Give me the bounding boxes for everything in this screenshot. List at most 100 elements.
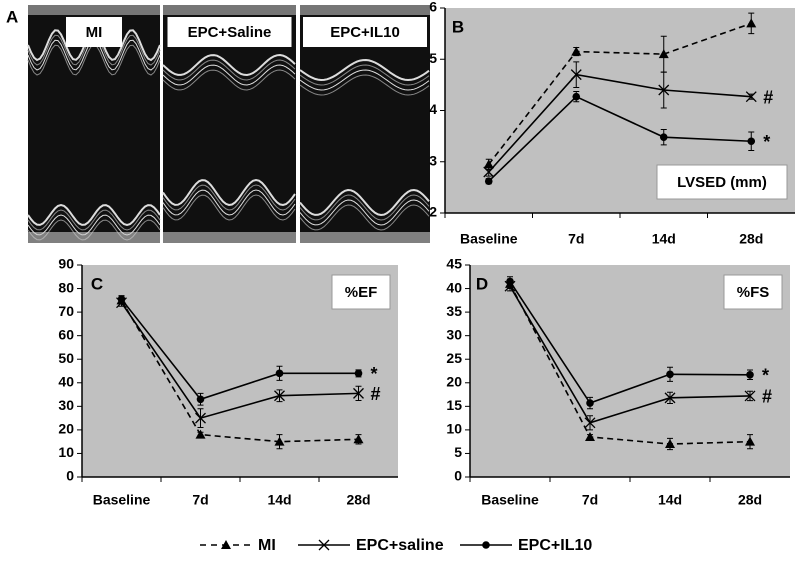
echo-band — [300, 232, 430, 243]
annotation: * — [763, 132, 770, 152]
marker — [658, 84, 670, 96]
marker — [664, 392, 676, 404]
y-tick-label: 30 — [446, 326, 462, 342]
x-tick-label: Baseline — [460, 231, 518, 247]
image-label-box — [66, 17, 122, 47]
legend-label: MI — [258, 537, 276, 554]
y-tick-label: 2 — [429, 204, 437, 220]
y-tick-label: 10 — [446, 421, 462, 437]
marker — [483, 166, 495, 178]
marker — [353, 387, 364, 399]
y-tick-label: 80 — [58, 279, 74, 295]
legend-label: EPC+IL10 — [518, 537, 592, 554]
echo-band — [163, 232, 296, 243]
series-line — [509, 283, 751, 445]
series-line — [488, 22, 752, 165]
marker — [745, 436, 755, 446]
y-tick-label: 5 — [429, 50, 437, 66]
panel-letter: B — [452, 17, 464, 36]
y-tick-label: 5 — [454, 444, 462, 460]
marker — [221, 540, 231, 549]
legend-label: EPC+saline — [356, 537, 444, 554]
marker — [482, 541, 490, 549]
echo-trace — [299, 204, 430, 231]
echo-trace — [27, 209, 161, 231]
label-box — [723, 274, 783, 310]
series-line — [120, 298, 359, 401]
echo-trace — [162, 59, 296, 81]
annotation: # — [763, 87, 773, 107]
echo-trace — [162, 184, 296, 211]
echo-trace — [299, 194, 430, 221]
marker — [318, 539, 330, 551]
marker — [745, 91, 757, 103]
marker — [275, 369, 284, 378]
series-line — [488, 95, 752, 182]
marker — [586, 399, 594, 407]
marker — [274, 390, 285, 402]
marker — [665, 439, 675, 449]
annotation: * — [762, 366, 769, 386]
legend: MI EPC+saline EPC+IL10 — [200, 537, 592, 554]
y-tick-label: 15 — [446, 397, 462, 413]
x-tick-label: 7d — [568, 231, 584, 247]
marker — [354, 369, 363, 378]
image-label-box — [303, 17, 427, 47]
y-tick-label: 25 — [446, 350, 462, 366]
image-label: EPC+IL10 — [330, 24, 400, 41]
marker — [746, 18, 757, 28]
y-tick-label: 3 — [429, 152, 437, 168]
chart-label: %EF — [345, 284, 378, 301]
echo-trace — [299, 58, 430, 82]
y-tick-label: 30 — [58, 397, 74, 413]
panel-letter: C — [91, 274, 103, 293]
marker — [659, 133, 668, 141]
marker — [570, 69, 582, 81]
marker — [572, 92, 581, 101]
x-tick-label: 14d — [652, 231, 676, 247]
marker — [747, 137, 756, 146]
chart-label: %FS — [737, 284, 770, 301]
y-tick-label: 40 — [446, 279, 462, 295]
marker — [484, 177, 493, 186]
panel-letter: D — [476, 274, 488, 293]
label-box — [656, 164, 788, 200]
y-tick-label: 20 — [58, 421, 74, 437]
echo-trace — [27, 219, 161, 241]
image-label: EPC+Saline — [188, 24, 272, 41]
x-tick-label: Baseline — [481, 492, 539, 508]
annotation: # — [371, 384, 381, 404]
y-tick-label: 35 — [446, 303, 462, 319]
marker — [483, 159, 494, 169]
y-tick-label: 70 — [58, 303, 74, 319]
y-tick-label: 0 — [454, 468, 462, 484]
y-tick-label: 90 — [58, 256, 74, 272]
echo-trace — [162, 64, 296, 86]
echo-trace — [299, 64, 430, 86]
y-tick-label: 45 — [446, 256, 462, 272]
echo-trace — [162, 178, 296, 207]
marker — [746, 370, 754, 379]
echo-trace — [162, 194, 296, 221]
echo-band — [28, 232, 160, 243]
y-tick-label: 20 — [446, 373, 462, 389]
image-label-box — [167, 17, 292, 47]
y-tick-label: 10 — [58, 444, 74, 460]
chart: 0 10 20 30 40 50 60 70 80 90 Baseline 7d 14d 28d C #* %E… — [58, 256, 398, 508]
x-tick-label: Baseline — [93, 492, 151, 508]
echo-trace — [162, 69, 296, 91]
echo-trace — [162, 189, 296, 216]
echo-band — [163, 5, 296, 15]
series-line — [509, 281, 751, 405]
image-label: MI — [86, 24, 103, 41]
label-box — [331, 274, 391, 310]
echo-trace — [27, 203, 161, 227]
echo-trace — [27, 214, 161, 236]
series-line — [488, 73, 752, 173]
annotation: # — [762, 387, 772, 407]
echo-trace — [299, 69, 430, 91]
chart: 0 5 10 15 20 25 30 35 40 45 Baseline 7d 14d 28d D #* %FS — [446, 256, 790, 508]
marker — [274, 436, 285, 446]
echo-trace — [299, 188, 430, 217]
